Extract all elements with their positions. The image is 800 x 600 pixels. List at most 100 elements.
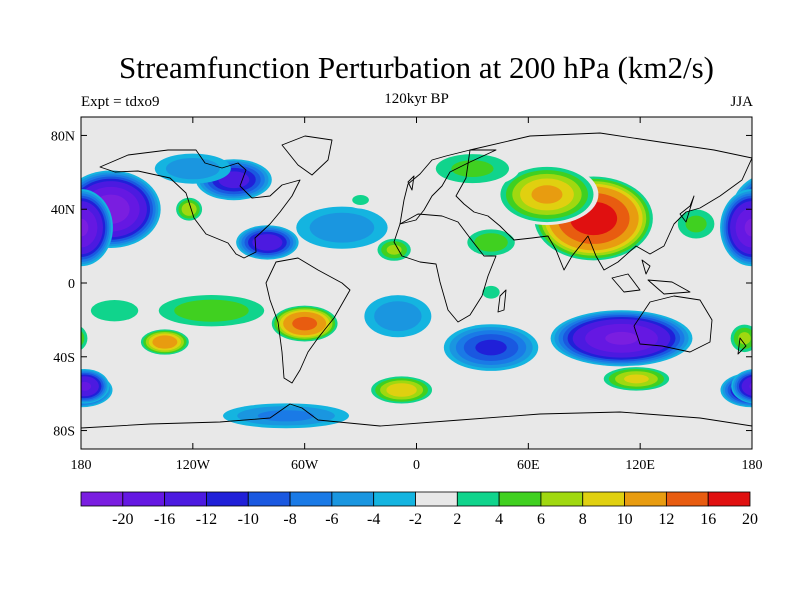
colorbar-swatch: [624, 491, 667, 507]
anomaly-contour-12: [292, 316, 318, 331]
anomaly-contour-11: [309, 212, 375, 243]
anomaly-contour-15: [90, 300, 139, 322]
colorbar-swatch: [665, 491, 709, 507]
lon-tick-label: 0: [413, 458, 420, 473]
uk-outline: [407, 175, 415, 191]
lon-tick-label: 180: [71, 458, 92, 473]
colorbar-swatch: [582, 491, 625, 507]
anomaly-contour-21: [386, 383, 417, 397]
anomaly-contour-7: [81, 218, 89, 237]
experiment-label: Expt = tdxo9: [81, 94, 160, 110]
anomaly-contour-18: [374, 301, 422, 332]
japan-outline: [679, 195, 695, 223]
australia-outline: [633, 295, 713, 353]
colorbar-label: -20: [112, 511, 133, 528]
colorbar-swatch: [373, 491, 416, 507]
colorbar-label: -10: [238, 511, 259, 528]
anomaly-contour-1: [531, 185, 563, 204]
colorbar-swatch: [80, 491, 124, 507]
asia-outline: [455, 132, 752, 271]
anomaly-contour-22: [624, 374, 649, 384]
map-axes: 80N 40N 0 40S 80S 180 120W 60W 0 60E 120E 180: [51, 117, 763, 473]
colorbar-label: -2: [409, 511, 422, 528]
colorbar-label: 6: [537, 511, 545, 528]
anomaly-contour-2: [474, 233, 508, 252]
colorbar-label: -16: [154, 511, 175, 528]
streamfunction-field: [67, 117, 800, 449]
anomaly-contour-23: [257, 410, 315, 422]
season-label: JJA: [730, 94, 753, 110]
anomaly-contour-26: [352, 195, 369, 205]
colorbar-label: 2: [453, 511, 461, 528]
colorbar-label: -6: [325, 511, 338, 528]
colorbar-swatch: [415, 491, 458, 507]
colorbar-swatch: [247, 491, 291, 507]
subtitle: 120kyr BP: [384, 91, 449, 107]
colorbar-label: -8: [283, 511, 296, 528]
anomaly-contour-24: [67, 332, 79, 344]
anomaly-contour-9: [252, 234, 283, 251]
north-america-outline: [99, 149, 301, 259]
anomaly-contour-7: [744, 218, 752, 237]
lat-tick-label: 80N: [51, 129, 75, 144]
lat-tick-label: 40N: [51, 203, 75, 218]
anomaly-contour-5: [685, 215, 707, 233]
new-zealand-outline: [737, 337, 747, 355]
madagascar-outline: [497, 289, 507, 313]
anomaly-contour-3: [386, 244, 402, 255]
anomaly-contour-20: [749, 382, 752, 390]
anomaly-contour-20: [741, 376, 752, 396]
colorbar-swatch: [331, 491, 375, 507]
anomaly-contour-7: [81, 207, 98, 248]
anomaly-contour-27: [181, 202, 197, 216]
colorbar-label: -12: [196, 511, 217, 528]
page-title: Streamfunction Perturbation at 200 hPa (…: [119, 50, 714, 85]
maritime-continent-outline: [611, 259, 691, 295]
colorbar-label: 20: [742, 511, 758, 528]
anomaly-contour-7: [735, 207, 752, 248]
lon-tick-label: 120W: [176, 458, 211, 473]
colorbar-swatch: [456, 491, 500, 507]
colorbar-label: 8: [579, 511, 587, 528]
colorbar-label: 12: [658, 511, 674, 528]
anomaly-contour-10: [165, 157, 220, 180]
anomaly-contour-13: [152, 335, 178, 349]
antarctica-outline: [81, 403, 752, 429]
colorbar-swatch: [289, 491, 333, 507]
anomaly-contour-24: [738, 332, 751, 345]
colorbar-label: -4: [367, 511, 380, 528]
anomaly-contour-20: [81, 381, 92, 391]
lat-tick-label: 0: [68, 277, 75, 292]
colorbar-label: 16: [700, 511, 716, 528]
anomaly-contour-6: [745, 193, 752, 226]
lat-tick-label: 40S: [53, 351, 75, 366]
africa-outline: [393, 213, 497, 323]
colorbar-swatch: [206, 491, 249, 507]
europe-outline: [399, 149, 497, 225]
lon-tick-label: 120E: [625, 458, 655, 473]
anomaly-contour-4: [451, 160, 494, 178]
greenland-outline: [281, 135, 333, 176]
lon-tick-label: 180: [742, 458, 763, 473]
anomaly-contour-15: [752, 296, 800, 326]
colorbar-swatch: [122, 491, 166, 507]
colorbar-swatch: [707, 491, 751, 507]
lon-tick-label: 60W: [291, 458, 319, 473]
anomaly-contour-24: [81, 330, 85, 347]
anomaly-contour-25: [482, 285, 500, 299]
anomaly-contour-17: [475, 339, 507, 356]
colorbar-swatch: [498, 491, 542, 507]
south-america-outline: [265, 257, 351, 384]
continent-outlines: [81, 132, 752, 429]
colorbar-label: 4: [495, 511, 503, 528]
colorbar-swatch: [164, 491, 207, 507]
anomaly-contour-6: [753, 187, 800, 232]
anomaly-contour-14: [174, 299, 249, 322]
colorbar-label: 10: [617, 511, 633, 528]
colorbar-swatch: [540, 491, 584, 507]
anomaly-contour-16: [605, 331, 638, 345]
lon-tick-label: 60E: [517, 458, 540, 473]
colorbar: -20 -16 -12 -10 -8 -6 -4 -2 2 4 6 8 10 12 16 20: [80, 491, 758, 528]
lat-tick-label: 80S: [53, 425, 75, 440]
